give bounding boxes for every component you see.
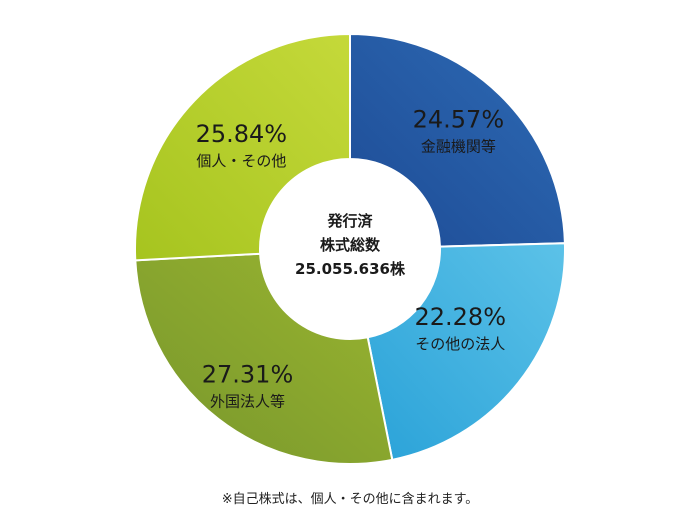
center-label-line-2: 株式総数 [320, 236, 381, 254]
center-label-line-3: 25.055.636株 [295, 260, 406, 278]
slice-4 [134, 32, 351, 262]
slice-3-value: 27.31% [202, 360, 294, 388]
slices-group [134, 32, 566, 465]
center-label: 発行済 株式総数 25.055.636株 [295, 212, 406, 278]
center-label-line-1: 発行済 [326, 212, 373, 230]
slice-4-value: 25.84% [196, 120, 288, 148]
slice-1-label: 金融機関等 [421, 138, 496, 156]
footnote: ※自己株式は、個人・その他に含まれます。 [221, 492, 479, 507]
slice-3-label: 外国法人等 [210, 392, 285, 410]
center-hole [260, 159, 440, 339]
slice-2-value: 22.28% [414, 303, 506, 331]
slice-labels: 24.57% 金融機関等 22.28% その他の法人 27.31% 外国法人等 25.84%… [196, 106, 506, 411]
slice-2-label: その他の法人 [415, 335, 505, 353]
slice-1-value: 24.57% [413, 106, 505, 134]
slice-4-label: 個人・その他 [196, 152, 286, 170]
